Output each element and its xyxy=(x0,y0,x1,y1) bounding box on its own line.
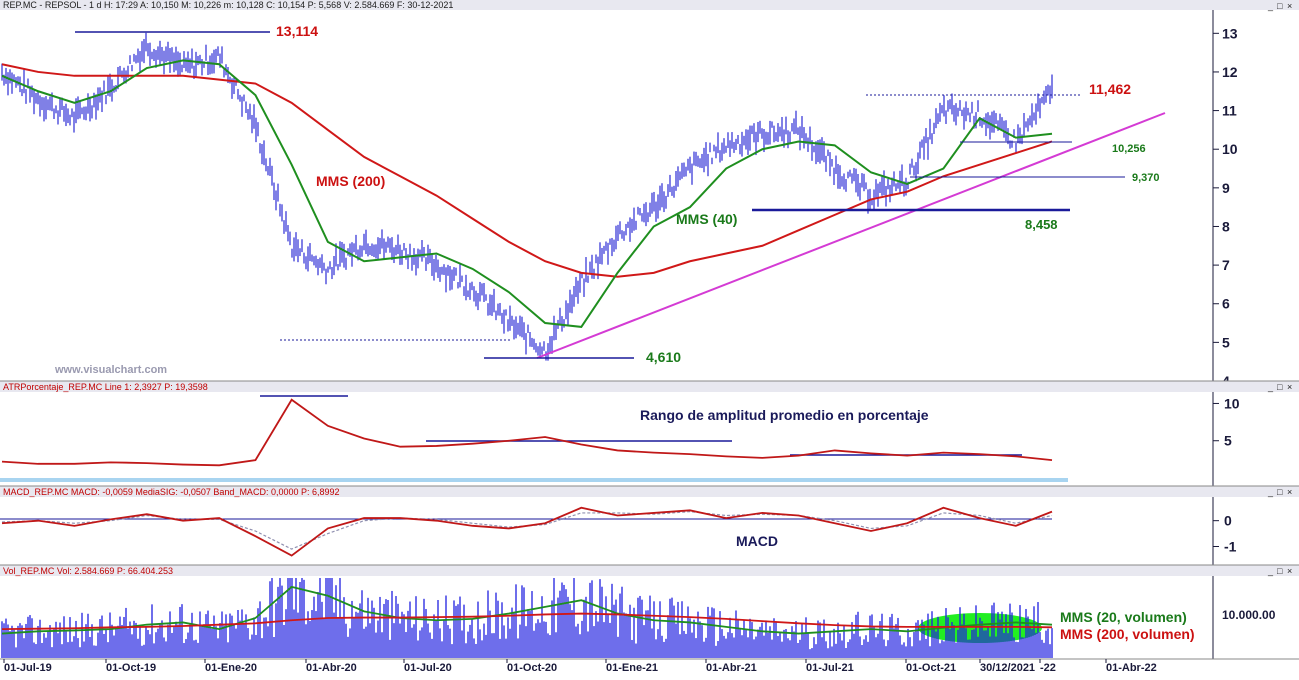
atr-y-tick-label: 10 xyxy=(1224,395,1240,411)
x-tick-label: 30/12/2021 xyxy=(980,662,1035,674)
x-tick-label: 01-Jul-19 xyxy=(4,662,52,674)
price-header: REP.MC - REPSOL - 1 d H: 17:29 A: 10,150… xyxy=(3,0,453,10)
level-s3-label: 8,458 xyxy=(1025,217,1058,232)
volume-y-tick: 10.000.00 xyxy=(1222,608,1276,622)
price-y-ticks: 13121110987654 xyxy=(1213,25,1238,389)
volume-mms200-label: MMS (200, volumen) xyxy=(1060,626,1195,642)
volume-header: Vol_REP.MC Vol: 2.584.669 P: 66.404.253 xyxy=(3,566,173,576)
macd-title: MACD xyxy=(736,533,778,549)
x-tick-label: 01-Abr-20 xyxy=(306,662,357,674)
price-y-tick-label: 13 xyxy=(1222,25,1238,41)
x-tick-label: 01-Oct-19 xyxy=(106,662,156,674)
price-series xyxy=(1,32,1053,361)
watermark: www.visualchart.com xyxy=(54,364,167,376)
level-high-label: 13,114 xyxy=(276,23,318,39)
minimize-icon[interactable]: _ xyxy=(1267,487,1274,497)
macd-line xyxy=(1,506,1053,557)
mms200-label: MMS (200) xyxy=(316,173,385,189)
mms200-line xyxy=(1,63,1053,278)
volume-mms20-label: MMS (20, volumen) xyxy=(1060,609,1187,625)
macd-header: MACD_REP.MC MACD: -0,0059 MediaSIG: -0,0… xyxy=(3,487,340,497)
price-panel[interactable]: REP.MC - REPSOL - 1 d H: 17:29 A: 10,150… xyxy=(0,0,1299,389)
close-icon[interactable]: × xyxy=(1287,382,1292,392)
macd-y-ticks: 0 -1 xyxy=(1213,513,1237,555)
volume-bars xyxy=(1,578,1053,658)
price-y-tick-label: 6 xyxy=(1222,296,1230,312)
maximize-icon[interactable]: □ xyxy=(1277,1,1283,11)
volume-mms200-line xyxy=(1,612,1053,631)
close-icon[interactable]: × xyxy=(1287,566,1292,576)
atr-y-tick-label: 5 xyxy=(1224,433,1232,449)
mms40-label: MMS (40) xyxy=(676,211,737,227)
atr-header-bar xyxy=(0,381,1299,392)
x-tick-label: 01-Jul-21 xyxy=(806,662,854,674)
volume-header-bar xyxy=(0,565,1299,576)
close-icon[interactable]: × xyxy=(1287,487,1292,497)
atr-panel[interactable]: ATRPorcentaje_REP.MC Line 1: 2,3927 P: 1… xyxy=(0,380,1299,486)
macd-panel[interactable]: MACD_REP.MC MACD: -0,0059 MediaSIG: -0,0… xyxy=(0,485,1299,565)
mms40-line xyxy=(1,59,1053,328)
volume-mms20-line xyxy=(1,585,1053,635)
level-s2-label: 9,370 xyxy=(1132,172,1160,184)
price-y-tick-label: 7 xyxy=(1222,257,1230,273)
price-y-tick-label: 10 xyxy=(1222,141,1238,157)
macd-y-tick-label: 0 xyxy=(1224,513,1232,529)
price-y-tick-label: 12 xyxy=(1222,64,1238,80)
atr-header: ATRPorcentaje_REP.MC Line 1: 2,3927 P: 1… xyxy=(3,382,208,392)
atr-line xyxy=(1,398,1053,467)
minimize-icon[interactable]: _ xyxy=(1267,382,1274,392)
x-axis: 01-Jul-19 01-Oct-19 01-Ene-20 01-Abr-20 01-J… xyxy=(0,658,1299,674)
volume-window-buttons[interactable]: _ □ × xyxy=(1267,566,1292,576)
price-header-bar xyxy=(0,0,1299,10)
maximize-icon[interactable]: □ xyxy=(1277,566,1283,576)
x-tick-label: -22 xyxy=(1040,662,1056,674)
atr-band xyxy=(0,478,1068,482)
atr-window-buttons[interactable]: _ □ × xyxy=(1267,382,1292,392)
price-y-tick-label: 8 xyxy=(1222,218,1230,234)
price-y-tick-label: 5 xyxy=(1222,334,1230,350)
x-tick-label: 01-Jul-20 xyxy=(404,662,452,674)
x-tick-label: 01-Abr-22 xyxy=(1106,662,1157,674)
x-tick-label: 01-Ene-20 xyxy=(205,662,257,674)
x-tick-label: 01-Abr-21 xyxy=(706,662,757,674)
x-axis-labels: 01-Jul-19 01-Oct-19 01-Ene-20 01-Abr-20 01-J… xyxy=(3,659,1157,674)
price-y-tick-label: 11 xyxy=(1222,103,1237,119)
minimize-icon[interactable]: _ xyxy=(1267,1,1274,11)
atr-y-ticks: 10 5 xyxy=(1213,395,1240,449)
macd-window-buttons[interactable]: _ □ × xyxy=(1267,487,1292,497)
x-tick-label: 01-Oct-21 xyxy=(906,662,956,674)
maximize-icon[interactable]: □ xyxy=(1277,487,1283,497)
close-icon[interactable]: × xyxy=(1287,1,1292,11)
volume-panel[interactable]: Vol_REP.MC Vol: 2.584.669 P: 66.404.253 … xyxy=(0,564,1299,659)
x-tick-label: 01-Oct-20 xyxy=(507,662,557,674)
minimize-icon[interactable]: _ xyxy=(1267,566,1274,576)
level-s1-label: 10,256 xyxy=(1112,143,1146,155)
macd-y-tick-label: -1 xyxy=(1224,539,1237,555)
macd-header-bar xyxy=(0,486,1299,497)
price-window-buttons[interactable]: _ □ × xyxy=(1267,1,1292,11)
level-resistance-label: 11,462 xyxy=(1089,81,1131,97)
level-low-label: 4,610 xyxy=(646,349,681,365)
price-y-tick-label: 9 xyxy=(1222,180,1230,196)
trendline xyxy=(536,112,1166,359)
atr-title: Rango de amplitud promedio en porcentaje xyxy=(640,407,929,423)
x-tick-label: 01-Ene-21 xyxy=(606,662,658,674)
maximize-icon[interactable]: □ xyxy=(1277,382,1283,392)
